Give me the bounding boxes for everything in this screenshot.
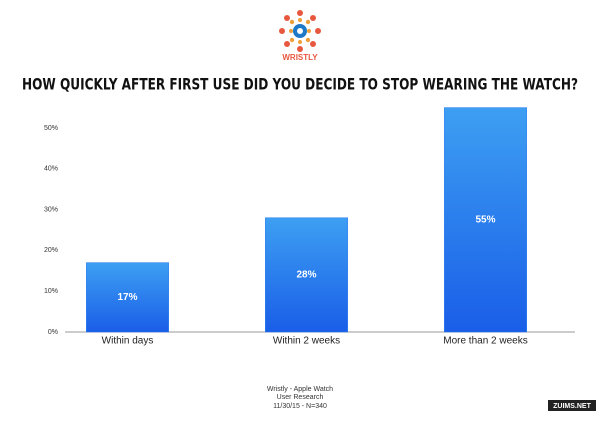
watermark-bg [548,400,596,411]
chart-title: HOW QUICKLY AFTER FIRST USE DID YOU DECI… [22,75,578,94]
bar [86,262,169,333]
footer-line: 11/30/15 - N=340 [273,403,327,410]
bar [444,107,527,333]
logo-mark [279,10,321,52]
x-tick-label: Within 2 weeks [273,336,340,347]
value-label: 17% [117,292,137,303]
bar [265,217,348,333]
y-tick-label: 40% [44,166,58,173]
footer-line: User Research [277,394,324,401]
x-tick-label: More than 2 weeks [443,336,528,347]
x-tick-label: Within days [102,336,154,347]
y-tick-label: 50% [44,125,58,132]
y-tick-label: 30% [44,206,58,213]
value-label: 55% [475,214,495,225]
y-tick-label: 20% [44,247,58,254]
y-tick-label: 10% [44,288,58,295]
y-tick-label: 0% [48,329,58,336]
logo-text: WRISTLY [282,53,318,62]
watermark: ZUIMS.NET [553,403,591,410]
footer-line: Wristly - Apple Watch [267,386,333,393]
value-label: 28% [296,270,316,281]
